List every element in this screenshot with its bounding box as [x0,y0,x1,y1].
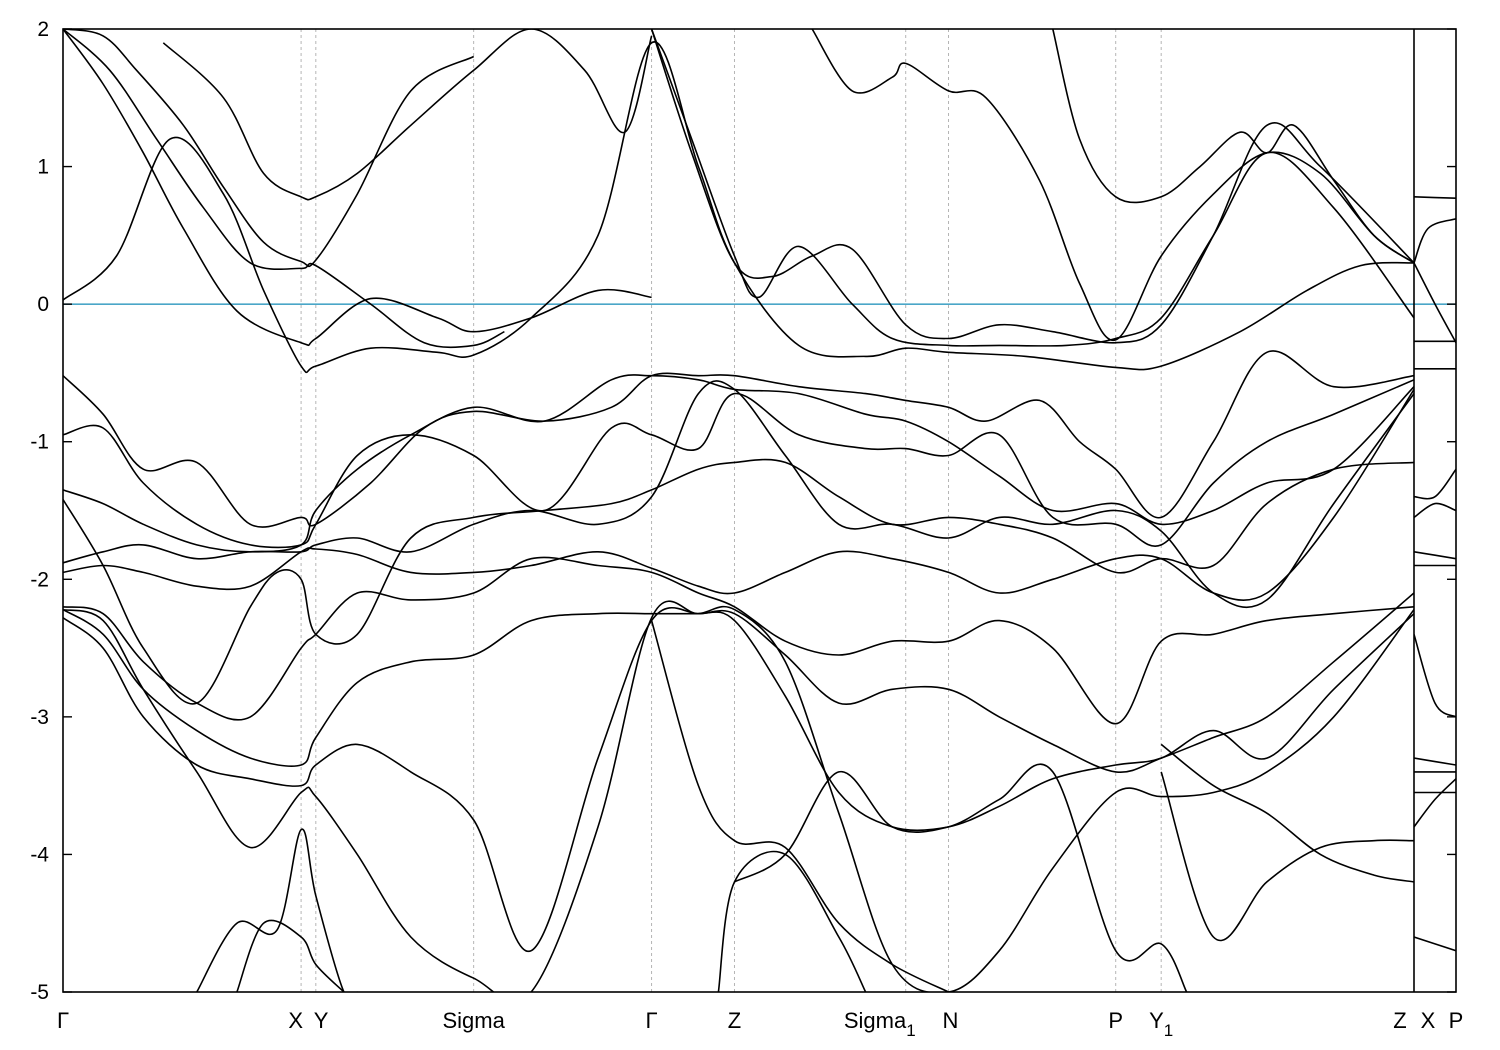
y-tick-label: 1 [37,156,49,179]
band-line [63,592,1414,774]
band-line [63,29,475,268]
plot-border [62,28,1457,993]
band-line [1160,743,1414,883]
x-axis-kpoint-labels: Γ X Y Sigma Γ Z Sigma1 N P Y1 Z X P [57,1008,1463,1040]
y-tick-label: -2 [30,568,49,591]
kpoint-label: Γ [57,1008,69,1033]
band-line [63,388,1414,601]
band-line-segment2 [1414,218,1456,264]
band-line [236,919,345,992]
kpoint-label: Sigma1 [844,1008,916,1040]
band-line-segment2 [1414,502,1456,519]
band-line-segment2 [1414,778,1456,828]
band-line [63,458,1414,705]
band-line [1160,771,1414,941]
band-line-segment2 [1414,634,1456,718]
kpoint-label: Γ [645,1008,657,1033]
band-line [63,374,1414,553]
band-line-segment2 [1414,936,1456,952]
kpoint-label: P [1108,1008,1123,1033]
y-axis-ticks: 2 1 0 -1 -2 -3 -4 -5 [30,18,1456,1004]
band-line [63,350,1414,528]
band-line [650,620,949,992]
band-line [63,556,1414,725]
kpoint-label: Sigma [442,1008,505,1033]
kpoint-label: Y1 [1149,1008,1173,1040]
band-line [650,29,1414,344]
band-line [811,29,1414,341]
kpoint-gridlines [300,29,1162,992]
band-line [196,828,358,992]
band-line [63,380,1414,609]
y-tick-label: -1 [30,431,49,454]
band-line [63,607,1414,952]
kpoint-label: P [1449,1008,1464,1033]
kpoint-label: X [1421,1008,1436,1033]
band-line [734,763,1188,992]
band-lines [63,29,1456,992]
band-line [162,29,653,201]
kpoint-label: N [943,1008,959,1033]
kpoint-label: X [288,1008,303,1033]
kpoint-label: Z [728,1008,741,1033]
band-line-segment2 [1414,196,1456,199]
band-line [650,29,1414,347]
y-tick-label: 0 [37,293,49,316]
y-tick-label: -3 [30,706,49,729]
band-line [63,41,1414,374]
kpoint-label: Y [314,1008,329,1033]
y-tick-label: -4 [30,843,49,866]
y-tick-label: -5 [30,981,49,1004]
band-line-segment2 [1414,551,1456,560]
band-line [63,29,505,349]
band-line [63,600,1414,992]
band-line [1052,29,1414,264]
y-tick-label: 2 [37,18,49,41]
kpoint-label: Z [1393,1008,1406,1033]
band-line [63,29,652,347]
band-line-segment2 [1414,757,1456,766]
band-line [717,850,867,992]
band-line-segment2 [1414,262,1456,344]
plot-frame [62,28,1457,993]
band-line [63,379,1414,549]
band-line-segment2 [1414,468,1456,500]
